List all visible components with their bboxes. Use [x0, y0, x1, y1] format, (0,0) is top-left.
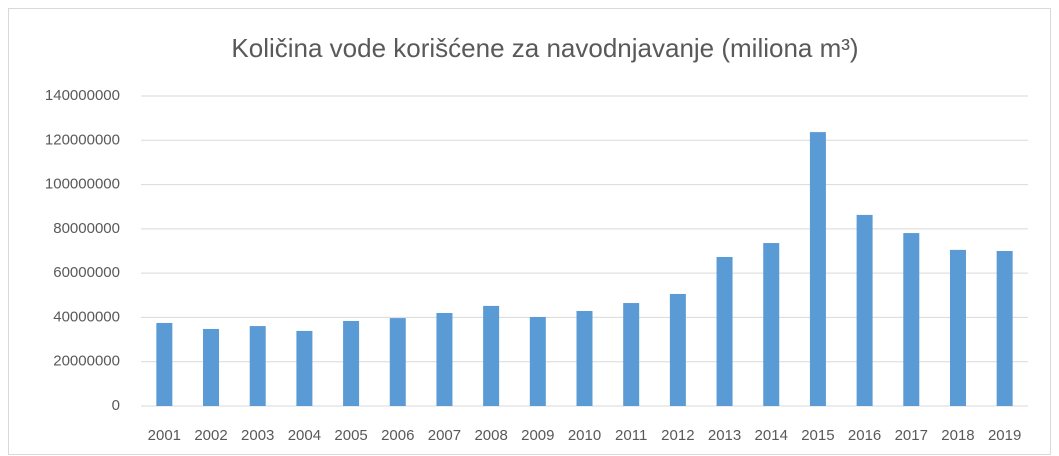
x-tick-label: 2010 — [568, 427, 601, 444]
x-tick-label: 2018 — [941, 427, 974, 444]
x-tick-label: 2002 — [194, 427, 227, 444]
bar — [156, 322, 173, 406]
y-tick-label: 120000000 — [45, 131, 120, 148]
bar — [249, 326, 266, 406]
x-tick-label: 2016 — [848, 427, 881, 444]
x-tick-label: 2003 — [241, 427, 274, 444]
chart-border — [8, 8, 1051, 455]
bar — [669, 293, 686, 406]
bar — [763, 243, 780, 406]
x-tick-label: 2015 — [801, 427, 834, 444]
bar — [996, 251, 1013, 406]
x-tick-label: 2004 — [288, 427, 321, 444]
bar — [576, 311, 593, 406]
bar — [903, 233, 920, 406]
bar — [389, 318, 406, 406]
x-tick-label: 2013 — [708, 427, 741, 444]
bar — [343, 320, 360, 406]
x-tick-label: 2005 — [334, 427, 367, 444]
bar — [436, 313, 453, 406]
x-tick-label: 2017 — [895, 427, 928, 444]
y-tick-label: 60000000 — [53, 264, 120, 281]
bar — [809, 132, 826, 407]
y-tick-label: 140000000 — [45, 87, 120, 104]
x-tick-label: 2012 — [661, 427, 694, 444]
x-tick-label: 2001 — [148, 427, 181, 444]
x-tick-label: 2019 — [988, 427, 1021, 444]
y-tick-label: 40000000 — [53, 308, 120, 325]
y-tick-label: 0 — [112, 397, 120, 414]
bar — [203, 328, 220, 406]
bar — [296, 330, 313, 406]
x-tick-label: 2014 — [755, 427, 788, 444]
x-tick-label: 2006 — [381, 427, 414, 444]
y-tick-label: 20000000 — [53, 353, 120, 370]
x-tick-label: 2011 — [615, 427, 647, 444]
bar — [856, 214, 873, 406]
bar — [623, 303, 640, 406]
bar — [949, 249, 966, 406]
x-tick-label: 2009 — [521, 427, 554, 444]
bar — [529, 316, 546, 406]
x-tick-label: 2008 — [474, 427, 507, 444]
x-tick-label: 2007 — [428, 427, 461, 444]
y-tick-label: 100000000 — [45, 176, 120, 193]
bar — [483, 305, 500, 406]
bar — [716, 256, 733, 406]
chart-title: Količina vode korišćene za navodnjavanje… — [231, 33, 858, 63]
y-tick-label: 80000000 — [53, 220, 120, 237]
